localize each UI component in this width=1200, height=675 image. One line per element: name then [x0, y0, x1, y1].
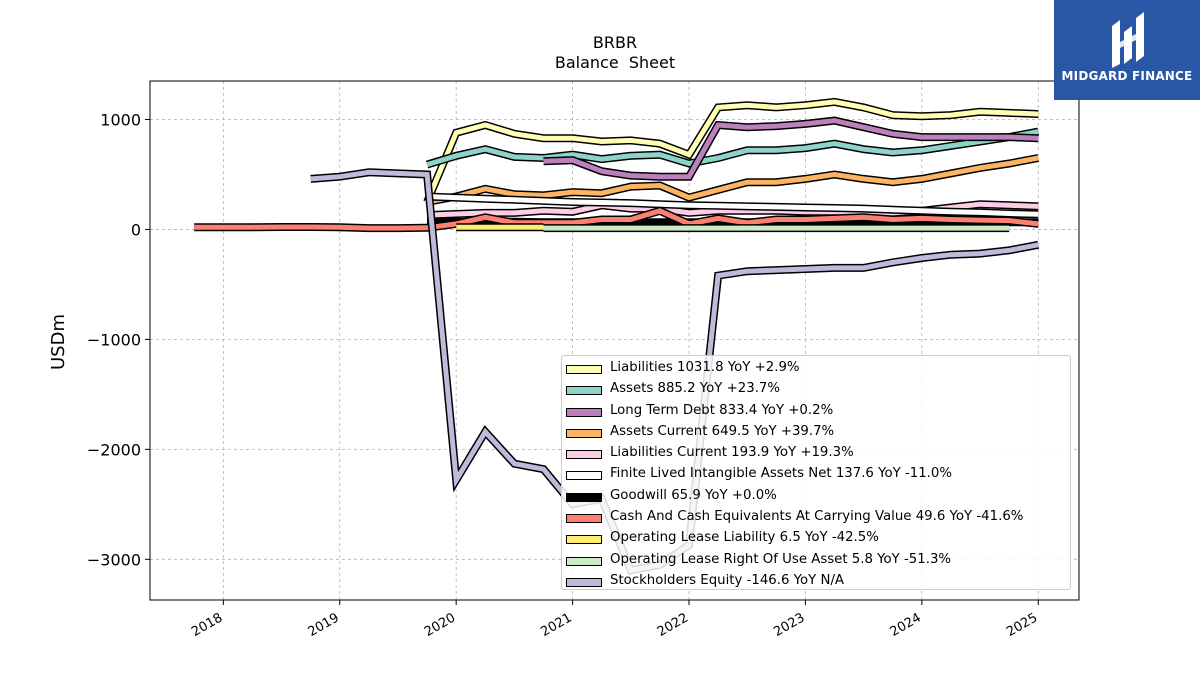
legend-label: Cash And Cash Equivalents At Carrying Va…	[610, 509, 1024, 525]
x-tick-label: 2021	[538, 610, 574, 640]
y-tick-label: −3000	[87, 550, 141, 569]
legend-label: Assets 885.2 YoY +23.7%	[610, 381, 781, 397]
legend-label: Liabilities Current 193.9 YoY +19.3%	[610, 445, 854, 461]
legend-label: Liabilities 1031.8 YoY +2.9%	[610, 360, 800, 375]
x-tick-label: 2019	[306, 610, 342, 640]
plot-frame	[149, 80, 1080, 601]
legend-item: Stockholders Equity -146.6 YoY N/A	[562, 572, 1070, 593]
legend-swatch	[566, 471, 602, 481]
x-tick-label: 2024	[888, 610, 924, 640]
legend-swatch	[566, 450, 602, 460]
legend-item: Liabilities 1031.8 YoY +2.9%	[562, 359, 1070, 380]
legend-item: Assets Current 649.5 YoY +39.7%	[562, 423, 1070, 444]
legend-item: Liabilities Current 193.9 YoY +19.3%	[562, 444, 1070, 465]
legend-label: Stockholders Equity -146.6 YoY N/A	[610, 572, 845, 588]
legend-swatch	[566, 492, 602, 502]
legend-swatch	[566, 407, 602, 417]
series-assets-current	[426, 154, 1040, 206]
series-line	[543, 118, 1039, 180]
series-long-term-debt	[543, 116, 1039, 181]
logo-text: MIDGARD FINANCE	[1061, 69, 1193, 83]
series-assets	[425, 127, 1040, 169]
chart-subtitle: Balance Sheet	[555, 53, 675, 72]
series-cash-and-cash-equivalents-at-carrying-value	[194, 206, 1039, 233]
legend-label: Operating Lease Right Of Use Asset 5.8 Y…	[610, 551, 952, 567]
y-tick-label: 0	[131, 220, 141, 239]
legend-label: Goodwill 65.9 YoY +0.0%	[610, 487, 777, 503]
legend-label: Assets Current 649.5 YoY +39.7%	[610, 423, 835, 439]
legend-item: Finite Lived Intangible Assets Net 137.6…	[562, 465, 1070, 486]
x-tick-label: 2023	[771, 610, 807, 640]
legend-swatch	[566, 535, 602, 545]
x-tick-label: 2022	[655, 610, 691, 640]
x-tick-label: 2020	[422, 610, 458, 640]
legend-item: Operating Lease Right Of Use Asset 5.8 Y…	[562, 551, 1070, 572]
legend-swatch	[566, 365, 602, 374]
legend-swatch	[566, 428, 602, 438]
x-tick-label: 2025	[1004, 610, 1040, 640]
series-line	[426, 129, 1039, 167]
legend-swatch	[566, 386, 602, 396]
legend-item: Long Term Debt 833.4 YoY +0.2%	[562, 402, 1070, 423]
series-liabilities	[423, 97, 1039, 204]
legend-item: Goodwill 65.9 YoY +0.0%	[562, 487, 1070, 508]
series-line	[424, 99, 1039, 203]
legend-label: Long Term Debt 833.4 YoY +0.2%	[610, 402, 834, 418]
y-tick-label: 1000	[100, 110, 141, 129]
legend-item: Assets 885.2 YoY +23.7%	[562, 380, 1070, 401]
legend-swatch	[566, 514, 602, 524]
series-line	[194, 208, 1039, 231]
midgard-logo-icon	[1112, 12, 1144, 68]
chart-legend: Liabilities 1031.8 YoY +2.9% Assets 885.2…	[561, 355, 1071, 590]
brand-logo: MIDGARD FINANCE	[1054, 0, 1200, 100]
legend-label: Finite Lived Intangible Assets Net 137.6…	[610, 466, 952, 482]
legend-label: Operating Lease Liability 6.5 YoY -42.5%	[610, 530, 879, 546]
chart-title: BRBR	[593, 33, 637, 52]
series-line	[426, 155, 1039, 205]
y-tick-label: −1000	[87, 330, 141, 349]
legend-swatch	[566, 577, 602, 587]
series-line	[427, 194, 1039, 217]
legend-swatch	[566, 556, 602, 566]
y-axis-label: USDm	[48, 314, 69, 370]
legend-item: Cash And Cash Equivalents At Carrying Va…	[562, 508, 1070, 529]
series-finite-lived-intangible-assets-net	[426, 192, 1039, 219]
legend-item: Operating Lease Liability 6.5 YoY -42.5%	[562, 529, 1070, 550]
x-tick-label: 2018	[189, 610, 225, 640]
y-tick-label: −2000	[87, 440, 141, 459]
